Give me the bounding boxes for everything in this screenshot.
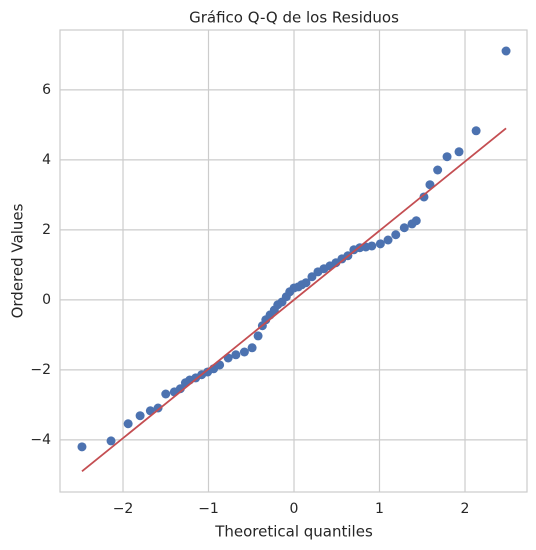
- x-tick-label: 2: [461, 501, 470, 517]
- point: [375, 239, 385, 249]
- chart-title: Gráfico Q-Q de los Residuos: [189, 9, 399, 27]
- y-tick-label: 2: [42, 222, 51, 238]
- x-axis-label: Theoretical quantiles: [214, 523, 373, 541]
- point: [383, 235, 393, 245]
- y-axis-label: Ordered Values: [9, 203, 27, 318]
- point: [301, 278, 311, 288]
- x-tick-label: −1: [198, 501, 219, 517]
- point: [153, 403, 163, 413]
- point: [433, 165, 443, 175]
- point: [253, 331, 263, 341]
- point: [231, 350, 241, 360]
- point: [307, 272, 317, 282]
- point: [247, 343, 257, 353]
- point: [411, 216, 421, 226]
- x-tick-label: 1: [375, 501, 384, 517]
- y-tick-label: −2: [30, 362, 51, 378]
- point: [367, 241, 377, 251]
- fit-line: [81, 127, 507, 473]
- plot-frame: [59, 29, 528, 493]
- point: [471, 126, 481, 136]
- point: [239, 347, 249, 357]
- y-tick-label: 4: [42, 152, 51, 168]
- point: [123, 419, 133, 429]
- point: [135, 411, 145, 421]
- y-tick-label: −4: [30, 432, 51, 448]
- point: [77, 442, 87, 452]
- y-tick-label: 0: [42, 292, 51, 308]
- point: [145, 406, 155, 416]
- point: [454, 147, 464, 157]
- x-tick-label: 0: [290, 501, 299, 517]
- point: [399, 223, 409, 233]
- x-tick-label: −2: [113, 501, 134, 517]
- point: [419, 192, 429, 202]
- point: [161, 389, 171, 399]
- point: [391, 230, 401, 240]
- point: [106, 436, 116, 446]
- point: [442, 152, 452, 162]
- point: [501, 46, 511, 56]
- y-tick-label: 6: [42, 82, 51, 98]
